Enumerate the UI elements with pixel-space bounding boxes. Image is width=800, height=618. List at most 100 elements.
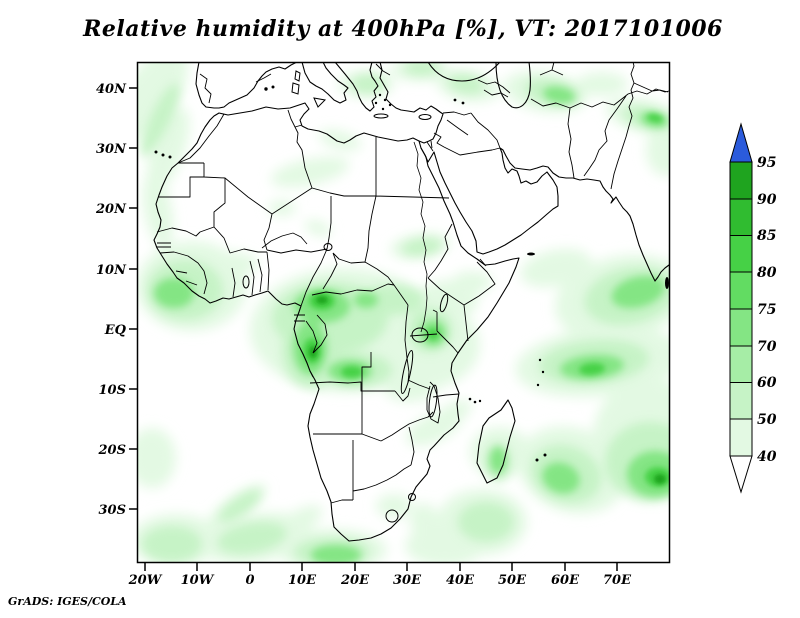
humidity-blob	[206, 252, 258, 276]
colorbar-label: 90	[757, 192, 777, 208]
colorbar-over-arrow	[729, 122, 753, 163]
humidity-blob	[647, 113, 663, 123]
river	[261, 232, 308, 249]
humidity-blob	[458, 502, 514, 542]
island	[264, 87, 268, 91]
x-tick-label: 50E	[498, 573, 527, 588]
island	[461, 101, 465, 105]
y-tick-label: 30N	[96, 142, 127, 157]
lake	[439, 293, 449, 313]
islands	[154, 85, 669, 462]
island	[291, 82, 300, 95]
humidity-blob	[277, 505, 323, 537]
x-tick-label: 40E	[446, 573, 475, 588]
island	[271, 85, 275, 89]
humidity-blob	[270, 156, 350, 188]
island	[473, 400, 477, 404]
island	[388, 103, 392, 107]
y-tick-label: 20S	[98, 443, 126, 458]
humidity-blob	[611, 275, 665, 309]
river	[413, 141, 428, 333]
humidity-blob	[432, 400, 472, 428]
enclave-borders	[385, 493, 416, 523]
humidity-blob	[137, 428, 176, 488]
colorbar-label: 40	[757, 449, 777, 465]
humidity-blob	[376, 494, 412, 518]
colorbar-label: 80	[757, 265, 777, 281]
island	[543, 453, 547, 457]
humidity-blob	[646, 124, 670, 176]
island	[161, 153, 165, 157]
island	[468, 397, 472, 401]
humidity-blob	[318, 129, 362, 151]
y-tick-label: 20N	[95, 202, 127, 217]
y-tick-label: 30S	[99, 503, 126, 518]
colorbar-segment	[729, 382, 753, 420]
humidity-blob	[354, 292, 378, 308]
humidity-blob	[304, 219, 332, 237]
island	[538, 358, 542, 362]
country-border	[408, 493, 416, 501]
x-tick-label: 70E	[603, 573, 632, 588]
x-tick-label: 10E	[288, 573, 317, 588]
rivers	[261, 141, 428, 333]
colorbar-label: 95	[757, 155, 776, 171]
island	[453, 98, 457, 102]
grads-attribution: GrADS: IGES/COLA	[8, 595, 127, 608]
coastline	[153, 102, 520, 542]
island	[541, 370, 545, 374]
colorbar-segment	[729, 418, 753, 457]
island	[168, 155, 172, 159]
island	[665, 277, 669, 289]
island	[418, 114, 432, 120]
country-border	[385, 509, 399, 523]
coastline	[495, 62, 531, 109]
island	[383, 98, 387, 102]
colorbar-under-arrow	[729, 455, 753, 494]
y-tick-label: EQ	[104, 323, 127, 338]
humidity-blob	[311, 545, 361, 563]
coastline	[427, 62, 501, 82]
map-area	[137, 62, 670, 563]
island	[527, 252, 535, 256]
island	[478, 399, 482, 403]
island	[378, 93, 382, 97]
coastline	[301, 62, 349, 104]
humidity-blob	[579, 362, 605, 376]
humidity-blob	[341, 366, 363, 378]
coastline	[420, 147, 670, 282]
x-tick-label: 30E	[393, 573, 422, 588]
y-axis-labels: 40N 30N 20N 10N EQ 10S 20S 30S	[95, 82, 127, 518]
colorbar-segment	[729, 161, 753, 200]
island	[294, 70, 301, 82]
humidity-blob	[142, 526, 202, 562]
map-frame	[136, 61, 671, 564]
island	[536, 383, 540, 387]
coastline	[476, 399, 516, 484]
colorbar-segment	[729, 308, 753, 347]
island	[381, 107, 385, 111]
humidity-blob	[576, 72, 628, 96]
x-axis-labels: 20W 10W 0 10E 20E 30E 40E 50E 60E 70E	[128, 573, 632, 588]
humidity-blob	[402, 238, 442, 256]
colorbar-label: 50	[757, 412, 777, 428]
borders-africa	[156, 109, 496, 504]
colorbar-label: 60	[757, 375, 777, 391]
humidity-blob	[140, 83, 180, 157]
y-tick-label: 10N	[96, 263, 127, 278]
colorbar-label: 75	[757, 302, 776, 318]
lake	[400, 349, 414, 395]
humidity-blob	[137, 62, 189, 143]
humidity-blob	[490, 447, 506, 473]
humidity-blob	[410, 503, 438, 539]
humidity-blob	[543, 86, 575, 104]
x-tick-label: 0	[245, 573, 254, 588]
island	[154, 150, 158, 154]
plot-title: Relative humidity at 400hPa [%], VT: 201…	[83, 16, 723, 42]
x-axis-ticks	[144, 563, 618, 571]
island	[535, 458, 539, 462]
coastline	[195, 62, 298, 109]
y-axis-ticks	[129, 87, 137, 510]
